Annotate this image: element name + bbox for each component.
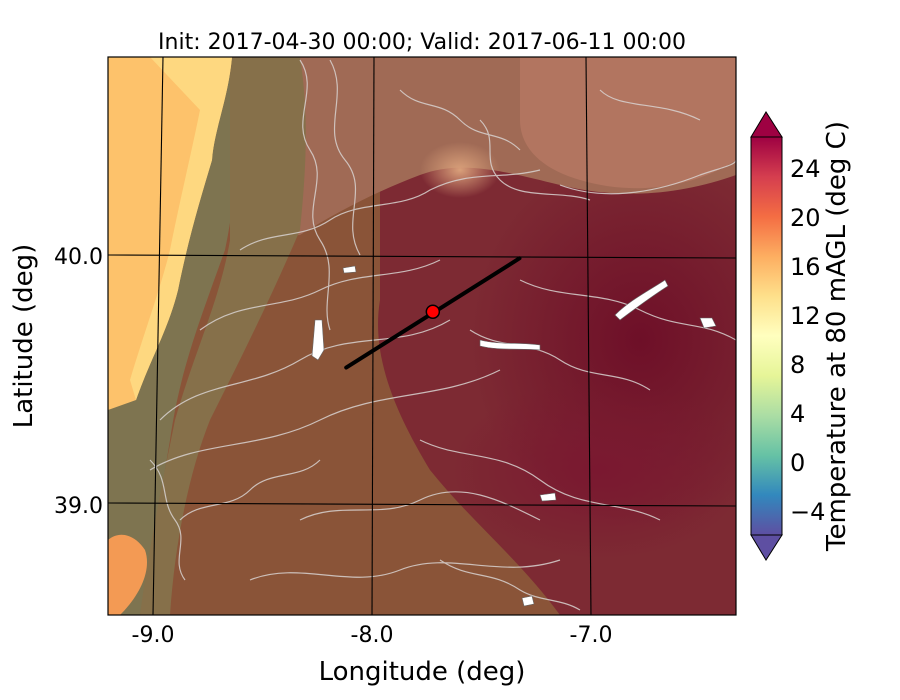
meridian-8 (371, 57, 375, 615)
northeast-plateau (520, 57, 736, 189)
terrain-contours (149, 59, 736, 611)
colorbar-body (750, 136, 783, 536)
meridian-7 (585, 57, 592, 615)
x-tick-label: -9.0 (132, 623, 175, 648)
colorbar-tick-label: 24 (790, 155, 821, 183)
colorbar-tick-label: −4 (790, 498, 825, 526)
central-transition (140, 57, 306, 615)
colorbar-tick-label: 0 (790, 449, 805, 477)
map-title: Init: 2017-04-30 00:00; Valid: 2017-06-1… (158, 30, 686, 55)
colorbar-label: Temperature at 80 mAGL (deg C) (822, 121, 852, 552)
mountain-warm-spot (420, 142, 500, 198)
location-marker (425, 304, 441, 319)
x-tick-label: -7.0 (570, 623, 613, 648)
y-axis: 40.0 39.0 Latitude (deg) (9, 244, 103, 519)
x-tick-label: -8.0 (351, 623, 394, 648)
ocean-lighter (130, 57, 232, 400)
map-panel (108, 57, 736, 615)
y-axis-label: Latitude (deg) (9, 244, 39, 429)
parallel-40 (108, 254, 736, 259)
colorbar-tick-label: 4 (790, 400, 805, 428)
y-tick-label: 39.0 (54, 494, 103, 519)
missing-data-patches (311, 265, 717, 607)
x-axis-label: Longitude (deg) (319, 657, 526, 687)
map-frame (107, 56, 737, 616)
colorbar-extend-bottom (750, 534, 783, 561)
hot-core-south (450, 380, 736, 560)
y-tick-label: 40.0 (54, 245, 103, 270)
estuary-south (108, 534, 148, 615)
colorbar-extend-top (750, 111, 783, 138)
colorbar-tick-label: 12 (790, 302, 821, 330)
parallel-39 (108, 502, 736, 507)
meridian-9 (152, 57, 164, 615)
map-gridlines (108, 57, 736, 615)
colorbar-tick-label: 16 (790, 253, 821, 281)
colorbar: 24 20 16 12 8 4 0 −4 Temperature at 80 m… (750, 111, 852, 561)
x-axis: -9.0 -8.0 -7.0 Longitude (deg) (132, 623, 613, 687)
colorbar-ticks: 24 20 16 12 8 4 0 −4 (790, 155, 825, 526)
colorbar-tick-label: 20 (790, 204, 821, 232)
colorbar-tick-label: 8 (790, 351, 805, 379)
